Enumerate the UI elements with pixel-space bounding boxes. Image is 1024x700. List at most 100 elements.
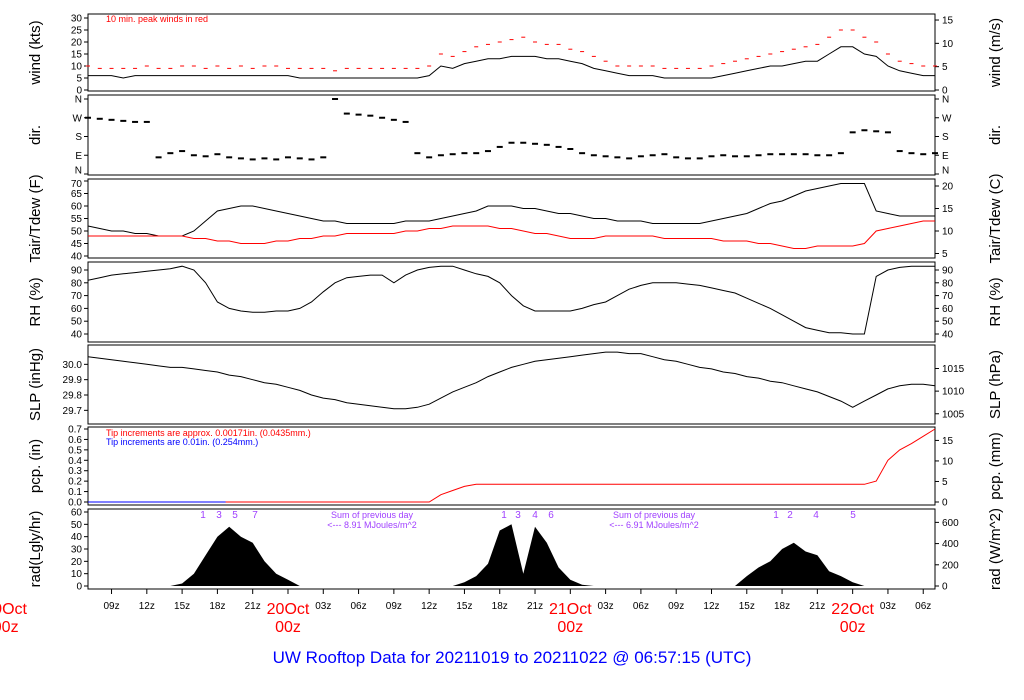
radiation-area [88,524,935,586]
direction-point [708,155,715,158]
direction-point [226,156,233,159]
x-tick-label: 15z [174,601,190,612]
y-tick-label: 0.7 [68,425,82,436]
y-axis-label: rad(Lgly/hr) [27,511,44,588]
series-line [88,220,935,249]
hour-marker: 3 [216,510,222,521]
x-tick-label: 06z [633,601,649,612]
radiation-sum-note: Sum of previous day [613,510,696,520]
direction-point [602,155,609,158]
direction-point [473,152,480,155]
direction-point [543,143,550,146]
direction-point [249,158,256,161]
y-tick-label-right: 90 [942,266,954,277]
y-tick-label-right: S [942,132,949,143]
hour-marker: 4 [813,510,819,521]
direction-point [555,145,562,148]
direction-point [320,156,327,159]
panel-frame [87,344,936,425]
hour-marker: 5 [232,510,238,521]
hour-marker: 2 [787,510,793,521]
direction-point [332,98,339,100]
y-tick-label: 50 [71,520,83,531]
y-tick-label-right: W [942,113,952,124]
direction-point [908,152,915,155]
direction-point [484,150,491,153]
hour-marker: 3 [515,510,521,521]
direction-point [108,118,115,121]
y-tick-label: 80 [71,278,83,289]
direction-point [755,154,762,157]
y-tick-label-right: 10 [942,227,954,238]
direction-point [202,155,209,158]
y-tick-label: 30 [71,14,83,25]
hour-marker: 7 [252,510,258,521]
hour-marker: 4 [532,510,538,521]
peak-wind-note: 10 min. peak winds in red [106,14,208,24]
weather-chart: wind (kts) wind (m/s)05101520253005101510… [0,13,1004,636]
direction-point [649,154,656,157]
y-tick-label: 45 [71,239,83,250]
y-tick-label-right: 5 [942,62,948,73]
y-tick-label-right: 600 [942,518,959,529]
direction-point [237,157,244,160]
y-tick-label: 25 [71,26,83,37]
panel-frame [87,426,936,506]
y-tick-label-right: E [942,151,949,162]
y-tick-label-right: 20 [942,182,954,193]
y-tick-label: 40 [71,330,83,341]
x-tick-label: 18z [774,601,790,612]
hour-marker: 1 [200,510,206,521]
direction-point [743,155,750,158]
y-tick-label: N [75,95,82,106]
direction-point [837,152,844,155]
direction-point [190,154,197,157]
y-tick-label: 10 [71,569,83,580]
y-tick-label: 0.1 [68,487,82,498]
direction-point [143,120,150,123]
direction-point [120,119,127,122]
direction-point [814,154,821,157]
y-tick-label: 70 [71,179,83,190]
hour-marker: 6 [548,510,554,521]
y-tick-label-right: 0 [942,582,948,593]
y-tick-label: 15 [71,50,83,61]
x-tick-label: 18z [209,601,225,612]
series-line [87,183,935,237]
direction-point [790,153,797,156]
y-axis-label: wind (kts) [27,20,44,85]
direction-point [896,150,903,153]
x-tick-label: 03z [598,601,614,612]
y-tick-label: 0.2 [68,477,82,488]
y-tick-label: 0.4 [68,456,82,467]
x-tick-label: 06z [351,601,367,612]
direction-point [732,155,739,158]
y-tick-label: 40 [71,532,83,543]
y-tick-label-right: 0 [942,86,948,97]
day-label: 20Oct [267,601,310,618]
y-tick-label-right: 80 [942,278,954,289]
y-tick-label: 29.9 [63,375,83,386]
series-line [87,265,935,335]
direction-point [532,142,539,145]
direction-point [261,157,268,160]
day-label-hour: 00z [0,619,19,636]
day-label: 22Oct [831,601,874,618]
direction-point [932,152,938,155]
direction-point [508,141,515,144]
y-tick-label: 60 [71,304,83,315]
direction-point [414,152,421,155]
direction-point [614,156,621,159]
radiation-sum-note: <--- 6.91 MJoules/m^2 [609,520,699,530]
direction-point [437,154,444,157]
direction-point [767,153,774,156]
y-tick-label: 30.0 [63,360,83,371]
direction-point [637,155,644,158]
x-tick-label: 15z [739,601,755,612]
y-tick-label: 0.5 [68,445,82,456]
direction-point [273,158,280,161]
x-tick-label: 06z [915,601,931,612]
y-tick-label: 60 [71,202,83,213]
y-tick-label-right: N [942,166,949,177]
x-tick-label: 09z [668,601,684,612]
